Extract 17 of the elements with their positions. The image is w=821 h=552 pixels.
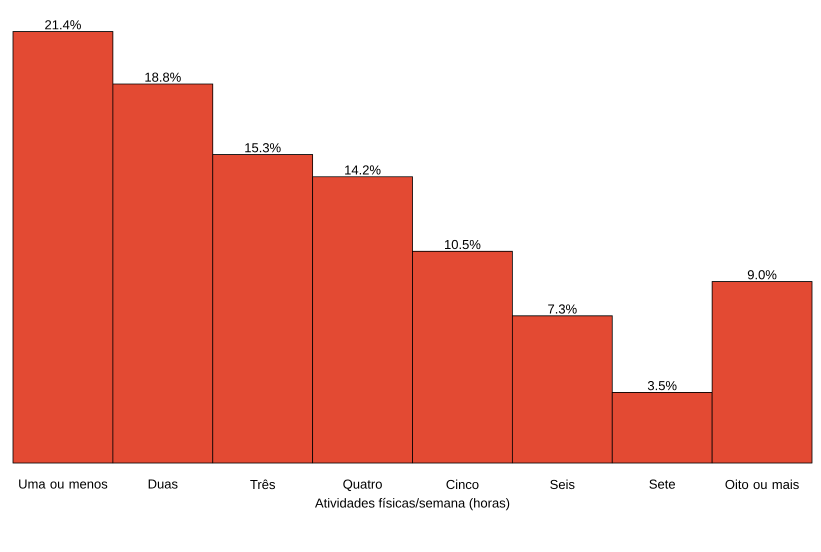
x-tick-label: Oito ou mais (725, 480, 799, 490)
data-label: 3.5% (648, 381, 677, 390)
x-tick-label: Cinco (446, 480, 479, 490)
data-label: 7.3% (548, 304, 577, 314)
x-tick-label: Três (250, 480, 275, 490)
data-label: 15.3% (245, 143, 281, 152)
data-label: 14.2% (345, 165, 381, 175)
data-label: 10.5% (445, 240, 480, 250)
data-label: 9.0% (748, 270, 776, 280)
data-label: 21.4% (45, 20, 81, 30)
x-axis-title: Atividades físicas/semana (horas) (314, 498, 510, 510)
x-tick-label: Seis (550, 480, 574, 490)
x-tick-label: Uma ou menos (19, 480, 108, 489)
x-tick-label: Quatro (343, 480, 382, 492)
x-tick-label: Sete (649, 480, 675, 489)
x-tick-label: Duas (148, 480, 178, 489)
data-label: 18.8% (145, 72, 181, 82)
